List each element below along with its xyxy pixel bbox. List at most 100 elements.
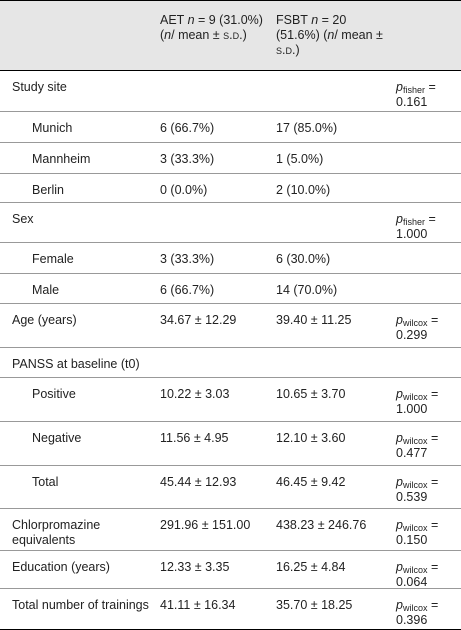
p-value: = 1.000 — [396, 387, 439, 416]
p-value-cell — [396, 143, 461, 173]
row-label: Munich — [32, 121, 73, 135]
p-symbol: p — [396, 313, 403, 327]
row-label: Age (years) — [12, 313, 77, 327]
header-text: / mean ± — [171, 28, 224, 42]
table-row: Positive 10.22 ± 3.03 10.65 ± 3.70 pwilcox … — [0, 378, 461, 422]
row-label: Female — [32, 252, 74, 266]
table-row: Sex pfisher = 1.000 — [0, 203, 461, 243]
row-label: Education (years) — [12, 560, 110, 574]
p-value: = 0.161 — [396, 80, 436, 109]
p-test: wilcox — [402, 480, 428, 490]
p-value: = 0.477 — [396, 431, 439, 460]
header-text: n — [164, 28, 172, 42]
p-symbol: p — [396, 560, 403, 574]
p-symbol: p — [396, 598, 403, 612]
fsbt-cell: 35.70 ± 18.25 — [276, 598, 353, 612]
p-test: wilcox — [402, 603, 428, 613]
p-symbol: p — [396, 80, 403, 94]
table-row: Study site pfisher = 0.161 — [0, 71, 461, 112]
row-label: PANSS at baseline (t0) — [12, 357, 140, 371]
p-test: wilcox — [402, 565, 428, 575]
header-text: = 9 (31.0%) ( — [160, 13, 263, 42]
aet-cell: 3 (33.3%) — [160, 252, 215, 266]
table-row: Munich 6 (66.7%) 17 (85.0%) — [0, 112, 461, 143]
fsbt-cell: 438.23 ± 246.76 — [276, 518, 367, 532]
header-text: n — [311, 13, 319, 27]
p-test: fisher — [402, 85, 425, 95]
header-text: ) — [295, 43, 300, 57]
p-value-cell — [396, 348, 461, 377]
table-row: Education (years) 12.33 ± 3.35 16.25 ± 4.8… — [0, 551, 461, 589]
row-label: Negative — [32, 431, 82, 445]
p-value-cell — [396, 274, 461, 303]
header-cell: AET n = 9 (31.0%) (n/ mean ± s.d.) — [160, 1, 276, 70]
header-cell — [0, 1, 160, 70]
p-symbol: p — [396, 475, 403, 489]
row-label: Sex — [12, 212, 34, 226]
header-text: ) — [242, 28, 247, 42]
table-row: Total 45.44 ± 12.93 46.45 ± 9.42 pwilcox = … — [0, 466, 461, 509]
fsbt-cell — [276, 71, 396, 111]
fsbt-cell: 46.45 ± 9.42 — [276, 475, 346, 489]
p-test: fisher — [402, 217, 425, 227]
p-value-cell: pwilcox = 0.396 — [396, 589, 461, 629]
fsbt-cell: 1 (5.0%) — [276, 152, 324, 166]
header-cell — [396, 1, 461, 70]
aet-cell: 6 (66.7%) — [160, 121, 215, 135]
aet-cell: 0 (0.0%) — [160, 183, 208, 197]
aet-cell: 45.44 ± 12.93 — [160, 475, 237, 489]
row-label: Positive — [32, 387, 76, 401]
fsbt-cell: 2 (10.0%) — [276, 183, 331, 197]
row-label: Chlorpromazine equivalents — [12, 518, 101, 547]
table-row: Total number of trainings 41.11 ± 16.34 35… — [0, 589, 461, 629]
p-test: wilcox — [402, 392, 428, 402]
p-test: wilcox — [402, 436, 428, 446]
header-text: FSBT — [276, 13, 312, 27]
fsbt-cell: 12.10 ± 3.60 — [276, 431, 346, 445]
fsbt-cell — [276, 348, 396, 377]
p-value: = 0.539 — [396, 475, 439, 504]
table-row: PANSS at baseline (t0) — [0, 348, 461, 378]
p-symbol: p — [396, 212, 403, 226]
header-text: s.d. — [223, 28, 243, 42]
row-label: Study site — [12, 80, 67, 94]
p-value-cell: pwilcox = 0.299 — [396, 304, 461, 347]
aet-cell: 11.56 ± 4.95 — [160, 431, 229, 445]
aet-cell: 291.96 ± 151.00 — [160, 518, 251, 532]
table-row: Male 6 (66.7%) 14 (70.0%) — [0, 274, 461, 304]
p-symbol: p — [396, 387, 403, 401]
row-label: Male — [32, 283, 60, 297]
fsbt-cell: 10.65 ± 3.70 — [276, 387, 346, 401]
header-text: = 20 (51.6%) ( — [276, 13, 347, 42]
p-value-cell — [396, 174, 461, 202]
aet-cell: 10.22 ± 3.03 — [160, 387, 230, 401]
table-row: Negative 11.56 ± 4.95 12.10 ± 3.60 pwilcox … — [0, 422, 461, 466]
fsbt-cell: 16.25 ± 4.84 — [276, 560, 346, 574]
table-row: Female 3 (33.3%) 6 (30.0%) — [0, 243, 461, 274]
row-label: Total — [32, 475, 59, 489]
header-text: n — [327, 28, 335, 42]
row-label: Mannheim — [32, 152, 91, 166]
row-label: Total number of trainings — [12, 598, 149, 612]
header-text: AET — [160, 13, 188, 27]
header-cell: FSBT n = 20 (51.6%) (n/ mean ± s.d.) — [276, 1, 396, 70]
fsbt-cell: 14 (70.0%) — [276, 283, 338, 297]
header-text: s.d. — [276, 43, 296, 57]
p-value: = 0.064 — [396, 560, 439, 589]
p-value-cell — [396, 243, 461, 273]
p-test: wilcox — [402, 523, 428, 533]
p-value: = 0.299 — [396, 313, 439, 342]
header-text: n — [187, 13, 195, 27]
p-value-cell: pwilcox = 1.000 — [396, 378, 461, 421]
aet-cell — [160, 203, 276, 242]
aet-cell — [160, 71, 276, 111]
p-value-cell: pfisher = 1.000 — [396, 203, 461, 242]
aet-cell: 12.33 ± 3.35 — [160, 560, 230, 574]
fsbt-cell: 17 (85.0%) — [276, 121, 338, 135]
p-value-cell: pwilcox = 0.539 — [396, 466, 461, 508]
table-row: Berlin 0 (0.0%) 2 (10.0%) — [0, 174, 461, 203]
table-row: Age (years) 34.67 ± 12.29 39.40 ± 11.25 pwi… — [0, 304, 461, 348]
p-value-cell: pwilcox = 0.477 — [396, 422, 461, 465]
table-row: Chlorpromazine equivalents 291.96 ± 151.0… — [0, 509, 461, 551]
